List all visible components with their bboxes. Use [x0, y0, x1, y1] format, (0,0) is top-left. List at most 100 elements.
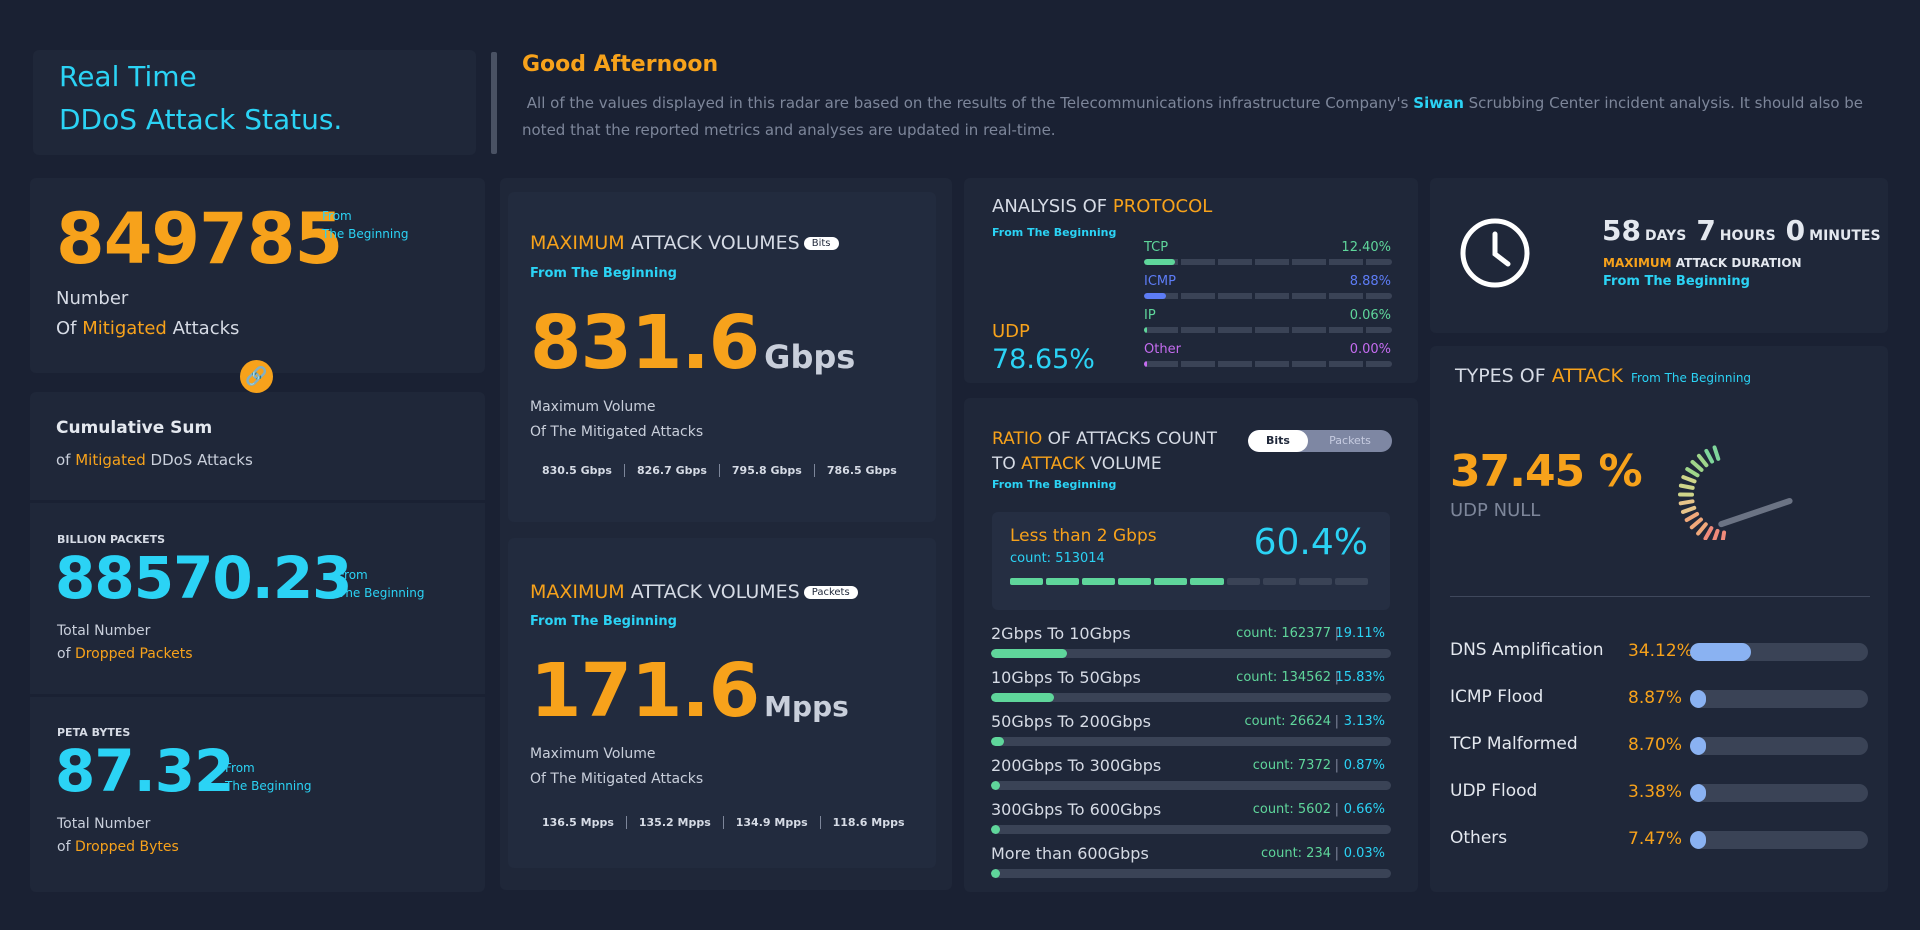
gauge-tick	[1703, 526, 1714, 540]
ratio-row-bar	[991, 825, 1391, 834]
days-label: DAYS	[1644, 228, 1687, 244]
max-bits-unit: Gbps	[764, 338, 856, 376]
highlight-name: Less than 2 Gbps	[1010, 526, 1157, 546]
toggle-bits[interactable]: Bits	[1248, 430, 1308, 452]
ratio-row-name: 10Gbps To 50Gbps	[991, 668, 1141, 687]
attack-type-name: DNS Amplification	[1450, 640, 1604, 660]
ratio-row-fill	[991, 825, 1000, 834]
bytes-caption: PETA BYTES	[57, 726, 131, 739]
highlight-segment	[1154, 578, 1188, 585]
attack-type-name: ICMP Flood	[1450, 687, 1544, 707]
max-bits-title: MAXIMUM ATTACK VOLUMES Bits	[530, 232, 839, 254]
max-packets-title: MAXIMUM ATTACK VOLUMES Packets	[530, 581, 858, 603]
mitigated-card: 849785 From The Beginning Number Of Mitig…	[30, 178, 485, 373]
gauge-needle	[1718, 498, 1793, 528]
max-bits-panel: MAXIMUM ATTACK VOLUMES Bits From The Begi…	[508, 192, 936, 522]
attack-type-row: UDP Flood 3.38%	[1450, 781, 1870, 805]
protocol-item-bar	[1144, 361, 1392, 367]
attack-type-bar	[1690, 831, 1868, 849]
max-packets-recent: 136.5 Mpps 135.2 Mpps 134.9 Mpps 118.6 M…	[530, 816, 917, 829]
max-packets-from: From The Beginning	[530, 614, 677, 629]
gauge-tick	[1696, 453, 1709, 468]
bytes-label1: Total Number	[57, 816, 151, 832]
mitigated-value: 849785	[56, 198, 343, 280]
ratio-row-bar	[991, 693, 1391, 702]
toggle-packets[interactable]: Packets	[1329, 434, 1371, 447]
highlight-bar	[1010, 578, 1368, 585]
highlight-segment	[1334, 578, 1368, 585]
recent-value: 134.9 Mpps	[722, 816, 820, 829]
highlight-segment	[1190, 578, 1224, 585]
from-line1: From	[338, 568, 368, 582]
cumulative-sub: of Mitigated DDoS Attacks	[56, 451, 253, 469]
ratio-row-count: count: 134562	[1236, 670, 1331, 685]
attack-type-name: Others	[1450, 828, 1508, 848]
protocol-item-name: TCP	[1144, 240, 1169, 255]
recent-value: 826.7 Gbps	[623, 464, 719, 477]
ratio-row-percent: 3.13%	[1343, 714, 1385, 729]
protocol-item-fill	[1144, 361, 1147, 367]
label-part: Attacks	[166, 318, 240, 339]
ratio-row-fill	[991, 649, 1068, 658]
protocol-item-bar	[1144, 259, 1392, 265]
max-packets-value-row: 171.6 Mpps	[530, 648, 849, 734]
link-icon[interactable]: 🔗	[240, 360, 273, 393]
gauge-tick	[1678, 483, 1695, 490]
gauge-tick	[1712, 528, 1720, 540]
attack-type-bar	[1690, 690, 1868, 708]
label-highlight: Dropped Bytes	[74, 839, 179, 855]
ratio-row-count: count: 234	[1260, 846, 1331, 861]
mitigated-label2: Of Mitigated Attacks	[56, 318, 239, 339]
attack-type-percent: 34.12%	[1628, 641, 1693, 661]
protocol-item-name: ICMP	[1144, 274, 1176, 289]
max-bits-value: 831.6	[530, 300, 760, 386]
max-packets-label2: Of The Mitigated Attacks	[530, 771, 704, 787]
label-part: of	[57, 646, 75, 662]
ratio-row-fill	[991, 693, 1055, 702]
label-highlight: Mitigated	[75, 451, 146, 469]
hours-label: HOURS	[1719, 228, 1776, 244]
gauge-tick	[1681, 475, 1697, 484]
attack-type-row: DNS Amplification 34.12%	[1450, 640, 1870, 664]
ratio-row-percent: 15.83%	[1335, 670, 1385, 685]
label-part: Of	[56, 318, 83, 339]
packets-label2: of Dropped Packets	[57, 646, 193, 662]
gauge-tick	[1696, 522, 1708, 536]
ratio-row-count: count: 7372	[1252, 758, 1331, 773]
packets-badge: Packets	[803, 586, 858, 599]
recent-value: 135.2 Mpps	[625, 816, 723, 829]
max-packets-panel: MAXIMUM ATTACK VOLUMES Packets From The B…	[508, 538, 936, 868]
attack-type-percent: 8.70%	[1628, 735, 1683, 755]
protocol-item-value: 12.40%	[1341, 240, 1391, 255]
duration-label: MAXIMUM ATTACK DURATION	[1603, 256, 1802, 270]
gauge-tick	[1680, 505, 1697, 514]
page-title-line2: DDoS Attack Status.	[59, 103, 343, 136]
cumulative-title: Cumulative Sum	[56, 418, 213, 438]
recent-value: 118.6 Mpps	[819, 816, 917, 829]
highlight-segment	[1262, 578, 1296, 585]
ratio-row-name: 300Gbps To 600Gbps	[991, 800, 1162, 819]
attack-type-name: TCP Malformed	[1450, 734, 1578, 754]
ratio-row-percent: 0.66%	[1343, 802, 1385, 817]
separator	[30, 694, 485, 697]
separator	[30, 500, 485, 503]
cumulative-card: Cumulative Sum of Mitigated DDoS Attacks	[30, 392, 485, 892]
recent-value: 830.5 Gbps	[542, 464, 612, 477]
title-part: ANALYSIS OF	[992, 196, 1113, 217]
title-part: OF ATTACKS COUNT	[1042, 429, 1217, 449]
bytes-label2: of Dropped Bytes	[57, 839, 179, 855]
types-title: TYPES OF ATTACK From The Beginning	[1455, 365, 1751, 387]
attack-type-fill	[1690, 737, 1706, 755]
label-highlight: Dropped Packets	[74, 646, 193, 662]
highlight-segment	[1118, 578, 1152, 585]
page-title-line1: Real Time	[59, 60, 197, 93]
title-highlight: ATTACK	[1021, 454, 1085, 474]
attack-type-fill	[1690, 831, 1706, 849]
label-part: ATTACK DURATION	[1671, 256, 1802, 270]
types-divider	[1450, 596, 1870, 597]
ratio-row-name: 2Gbps To 10Gbps	[991, 624, 1131, 643]
highlight-segment	[1046, 578, 1080, 585]
ratio-from: From The Beginning	[992, 478, 1117, 491]
from-line2: The Beginning	[322, 227, 409, 241]
duration-days: 58	[1602, 214, 1641, 247]
